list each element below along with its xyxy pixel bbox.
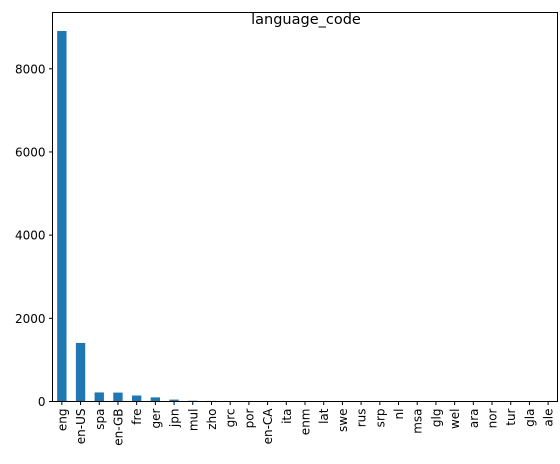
bar-en-US <box>75 342 86 402</box>
y-tick-label: 0 <box>38 395 46 409</box>
bar-eng <box>57 31 67 402</box>
bar-en-GB <box>113 392 123 402</box>
x-tick-label: por <box>242 408 256 428</box>
x-tick-label: tur <box>504 408 518 425</box>
x-tick-label: mul <box>186 409 200 432</box>
x-tick-label: ger <box>149 408 163 428</box>
x-tick-label: ita <box>280 409 294 424</box>
y-tick-label: 6000 <box>15 145 46 159</box>
x-tick-label: lat <box>317 408 331 424</box>
x-tick-label: ale <box>542 409 556 427</box>
x-tick-label: zho <box>205 409 219 430</box>
x-tick-label: fre <box>130 409 144 425</box>
x-tick-label: en-US <box>74 409 88 445</box>
x-axis: eng en-US spa en-GB fre ger jpn mul zho grc por en-… <box>55 401 556 446</box>
x-tick-label: wel <box>448 409 462 430</box>
x-tick-label: en-GB <box>111 409 125 446</box>
bar-spa <box>94 392 104 402</box>
x-tick-label: nl <box>392 409 406 420</box>
x-tick-label: swe <box>336 409 350 432</box>
bar-ger <box>150 397 161 402</box>
x-tick-label: en-CA <box>261 408 275 445</box>
x-tick-label: srp <box>373 409 387 428</box>
x-tick-label: nor <box>486 408 500 428</box>
x-tick-label: gla <box>523 409 537 427</box>
x-tick-label: eng <box>55 409 69 432</box>
y-tick-label: 8000 <box>15 62 46 76</box>
x-tick-label: enm <box>299 409 313 436</box>
x-tick-label: spa <box>93 409 107 430</box>
bar-jpn <box>169 399 179 402</box>
x-tick-label: jpn <box>168 409 182 429</box>
y-tick-label: 2000 <box>15 312 46 326</box>
x-tick-label: msa <box>411 409 425 434</box>
bars-group <box>57 31 553 402</box>
chart-title: language_code <box>251 12 361 28</box>
x-tick-label: glg <box>429 409 443 428</box>
x-tick-label: grc <box>224 409 238 428</box>
bar-fre <box>131 395 142 402</box>
plot-frame <box>52 12 558 402</box>
y-axis: 0 2000 4000 6000 8000 <box>15 62 53 409</box>
y-tick-label: 4000 <box>15 229 46 243</box>
x-tick-label: ara <box>467 409 481 429</box>
x-tick-label: rus <box>355 409 369 428</box>
